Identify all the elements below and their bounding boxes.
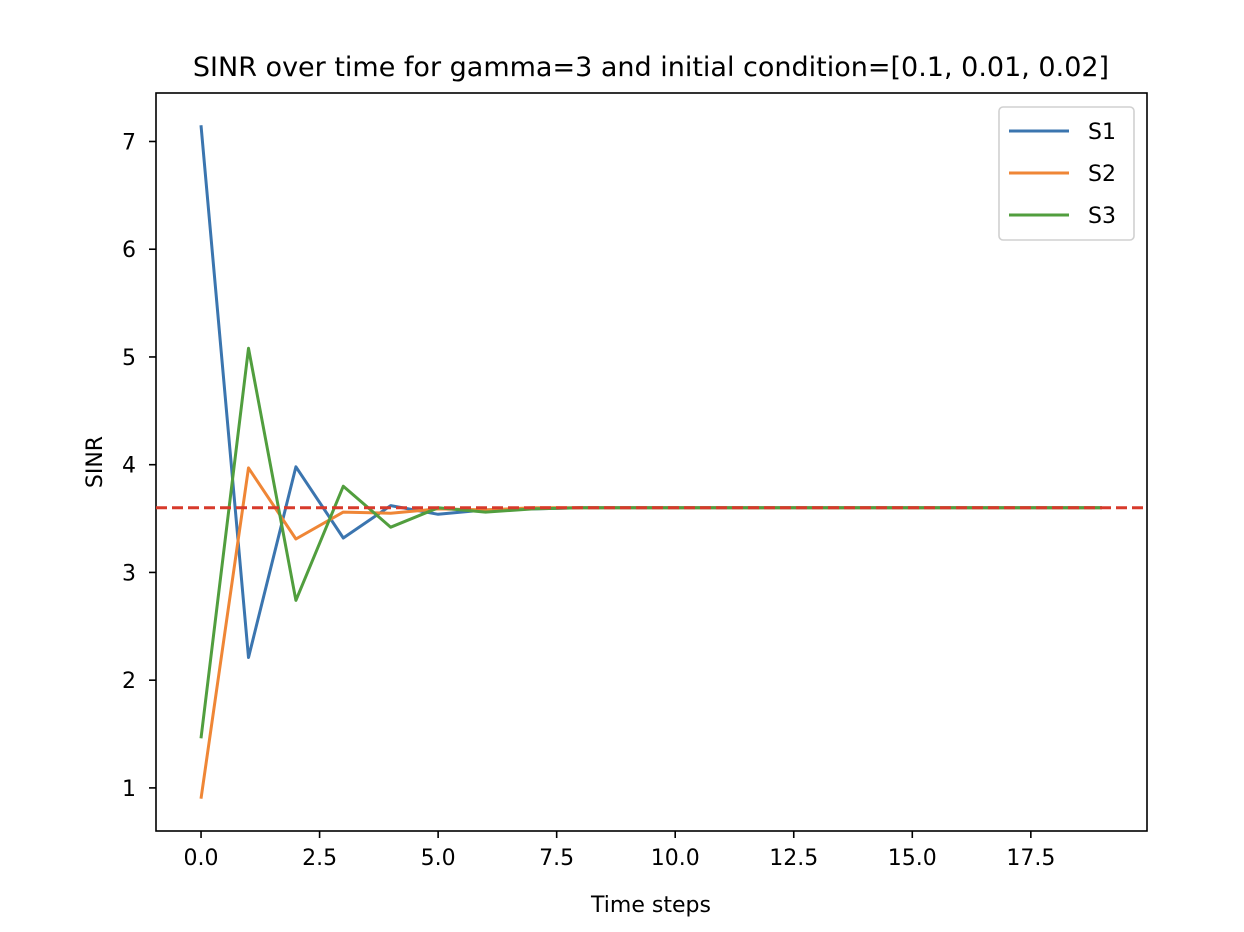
y-axis-label: SINR [83, 436, 108, 488]
y-tick-label: 1 [122, 777, 136, 802]
legend-label-s3: S3 [1088, 204, 1116, 229]
y-tick-label: 6 [122, 238, 136, 263]
y-axis-ticks: 1 2 3 4 5 6 7 [122, 130, 156, 802]
x-tick-label: 7.5 [539, 846, 574, 871]
series-line-s3 [199, 346, 1102, 739]
y-tick-label: 4 [122, 454, 136, 479]
series-group [199, 125, 1102, 799]
x-tick-label: 0.0 [184, 846, 219, 871]
y-tick-label: 5 [122, 346, 136, 371]
x-tick-label: 17.5 [1006, 846, 1055, 871]
x-tick-label: 5.0 [421, 846, 456, 871]
x-tick-label: 12.5 [769, 846, 818, 871]
x-tick-label: 10.0 [651, 846, 700, 871]
legend: S1 S2 S3 [998, 106, 1135, 241]
x-axis-label: Time steps [590, 893, 711, 918]
chart-title: SINR over time for gamma=3 and initial c… [193, 52, 1109, 83]
x-tick-label: 15.0 [888, 846, 937, 871]
x-axis-ticks: 0.0 2.5 5.0 7.5 10.0 12.5 15.0 17.5 [184, 831, 1055, 871]
y-tick-label: 3 [122, 561, 136, 586]
axes-frame [155, 92, 1148, 832]
x-tick-label: 2.5 [302, 846, 337, 871]
y-tick-label: 2 [122, 669, 136, 694]
legend-label-s2: S2 [1088, 162, 1116, 187]
legend-label-s1: S1 [1088, 120, 1116, 145]
y-tick-label: 7 [122, 130, 136, 155]
